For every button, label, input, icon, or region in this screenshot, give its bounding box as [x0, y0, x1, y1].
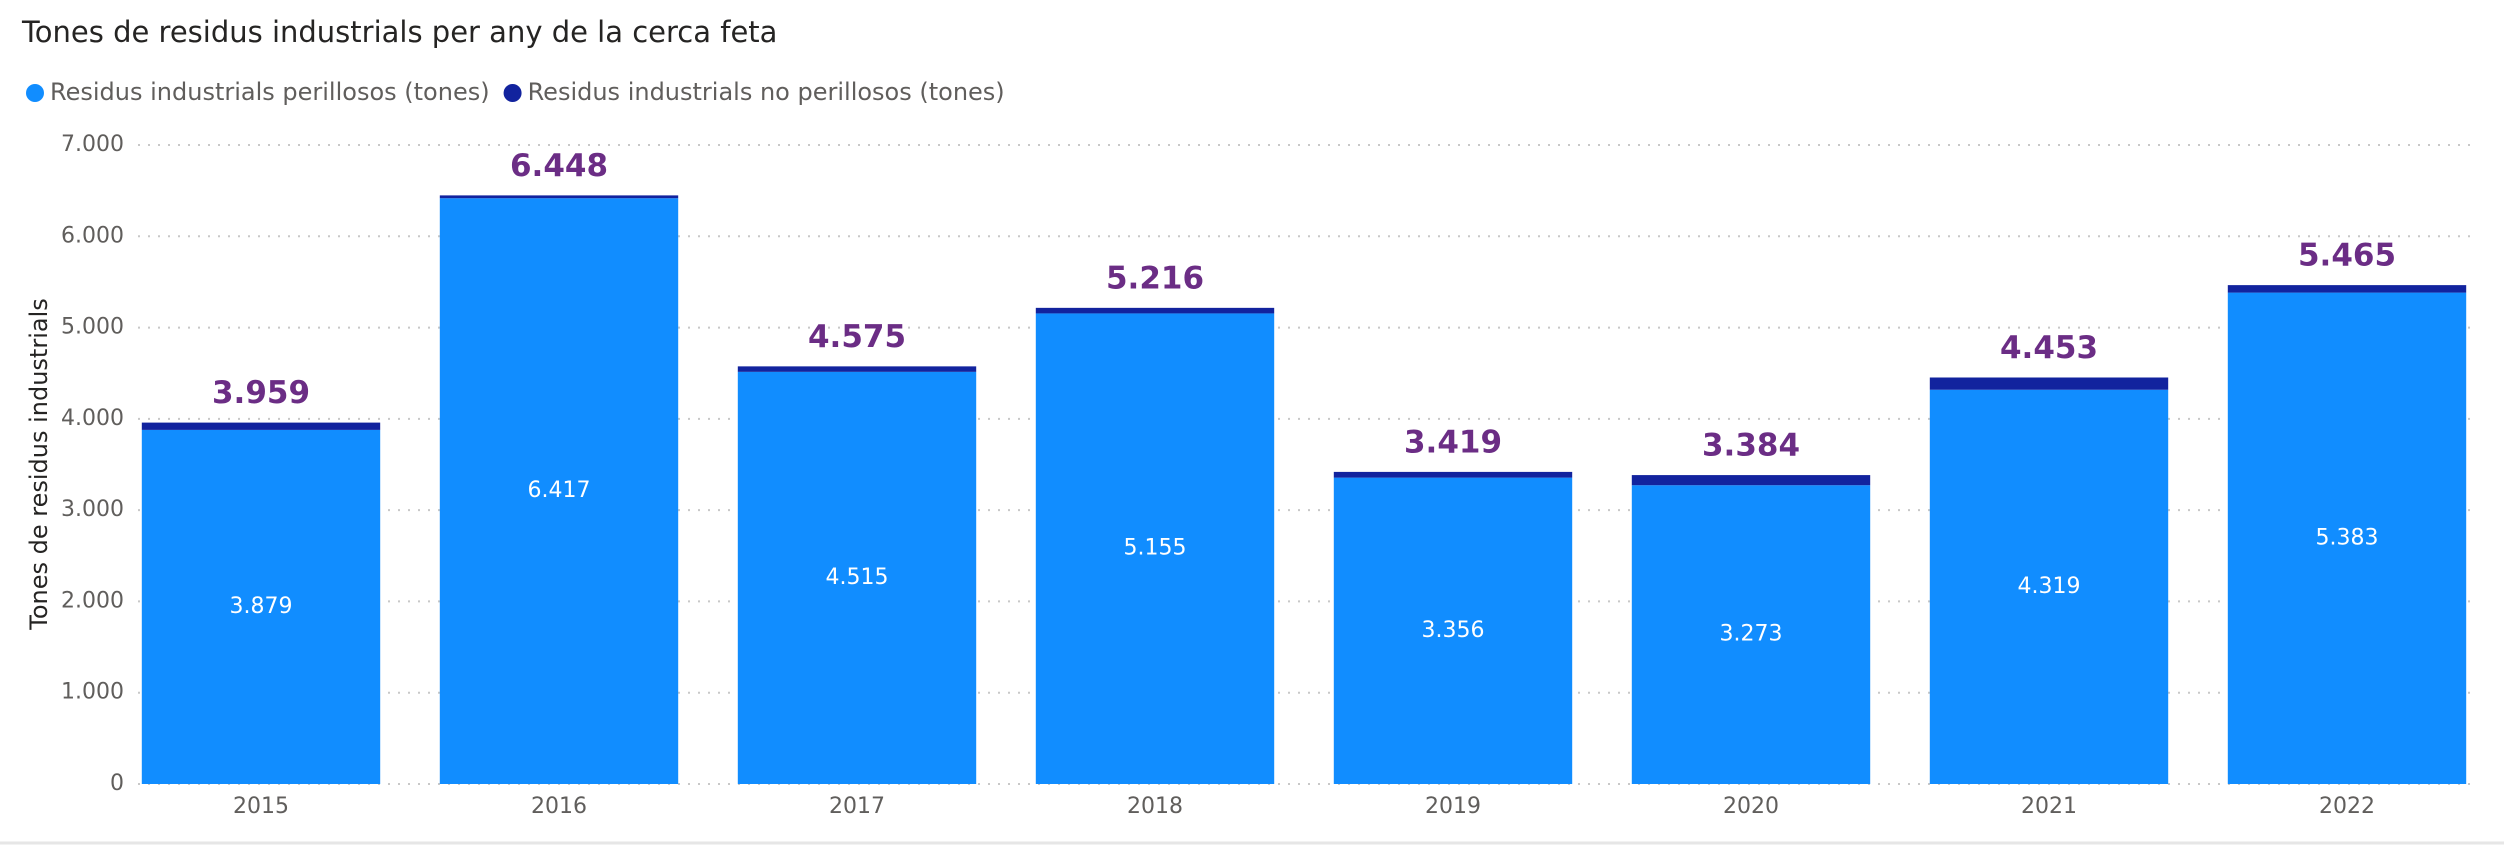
bar-segment: [439, 198, 679, 784]
y-tick-label: 1.000: [61, 680, 124, 705]
segment-label: 4.515: [826, 565, 889, 590]
legend-marker: [26, 84, 44, 102]
total-label: 3.959: [212, 375, 310, 411]
total-label: 4.453: [2000, 330, 2098, 366]
segment-label: 6.417: [528, 478, 591, 503]
x-tick-label: 2018: [1127, 794, 1183, 819]
x-tick-label: 2016: [531, 794, 587, 819]
segment-label: 3.356: [1422, 618, 1485, 643]
bar-segment: [439, 195, 679, 199]
segment-label: 5.155: [1124, 536, 1187, 561]
y-tick-label: 0: [110, 771, 124, 796]
total-label: 3.384: [1702, 428, 1800, 464]
bar-segment: [1035, 313, 1275, 784]
legend-label: Residus industrials no perillosos (tones…: [528, 78, 1005, 106]
y-tick-label: 4.000: [61, 406, 124, 431]
bar-segment: [141, 429, 381, 784]
segment-label: 3.273: [1720, 622, 1783, 647]
total-label: 3.419: [1404, 424, 1502, 460]
x-tick-label: 2017: [829, 794, 885, 819]
bar-segment: [1929, 389, 2169, 784]
y-tick-label: 2.000: [61, 588, 124, 613]
chart-title: Tones de residus industrials per any de …: [21, 15, 777, 49]
legend-marker: [503, 84, 522, 102]
bar-segment: [1631, 475, 1871, 486]
segment-label: 5.383: [2316, 525, 2379, 550]
bar-segment: [1929, 377, 2169, 390]
y-tick-label: 5.000: [61, 315, 124, 340]
bar-segment: [737, 366, 977, 372]
bar-segment: [737, 371, 977, 784]
y-axis-label: Tones de residus industrials: [25, 298, 53, 631]
bar-segment: [1631, 485, 1871, 784]
y-tick-label: 6.000: [61, 223, 124, 248]
total-label: 6.448: [510, 148, 608, 184]
x-tick-label: 2021: [2021, 794, 2077, 819]
x-tick-label: 2019: [1425, 794, 1481, 819]
legend-label: Residus industrials perillosos (tones): [50, 78, 490, 106]
total-label: 5.465: [2298, 238, 2396, 274]
bar-segment: [2227, 292, 2467, 784]
x-tick-label: 2022: [2319, 794, 2375, 819]
x-tick-label: 2020: [1723, 794, 1779, 819]
segment-label: 4.319: [2018, 574, 2081, 599]
bar-segment: [2227, 285, 2467, 293]
total-label: 4.575: [808, 319, 906, 355]
bar-segment: [1333, 471, 1573, 478]
x-tick-label: 2015: [233, 794, 289, 819]
segment-label: 3.879: [230, 594, 293, 619]
y-tick-label: 7.000: [61, 132, 124, 157]
bar-segment: [1035, 307, 1275, 314]
bar-segment: [1333, 477, 1573, 784]
y-tick-label: 3.000: [61, 497, 124, 522]
bar-segment: [141, 422, 381, 430]
total-label: 5.216: [1106, 260, 1204, 296]
